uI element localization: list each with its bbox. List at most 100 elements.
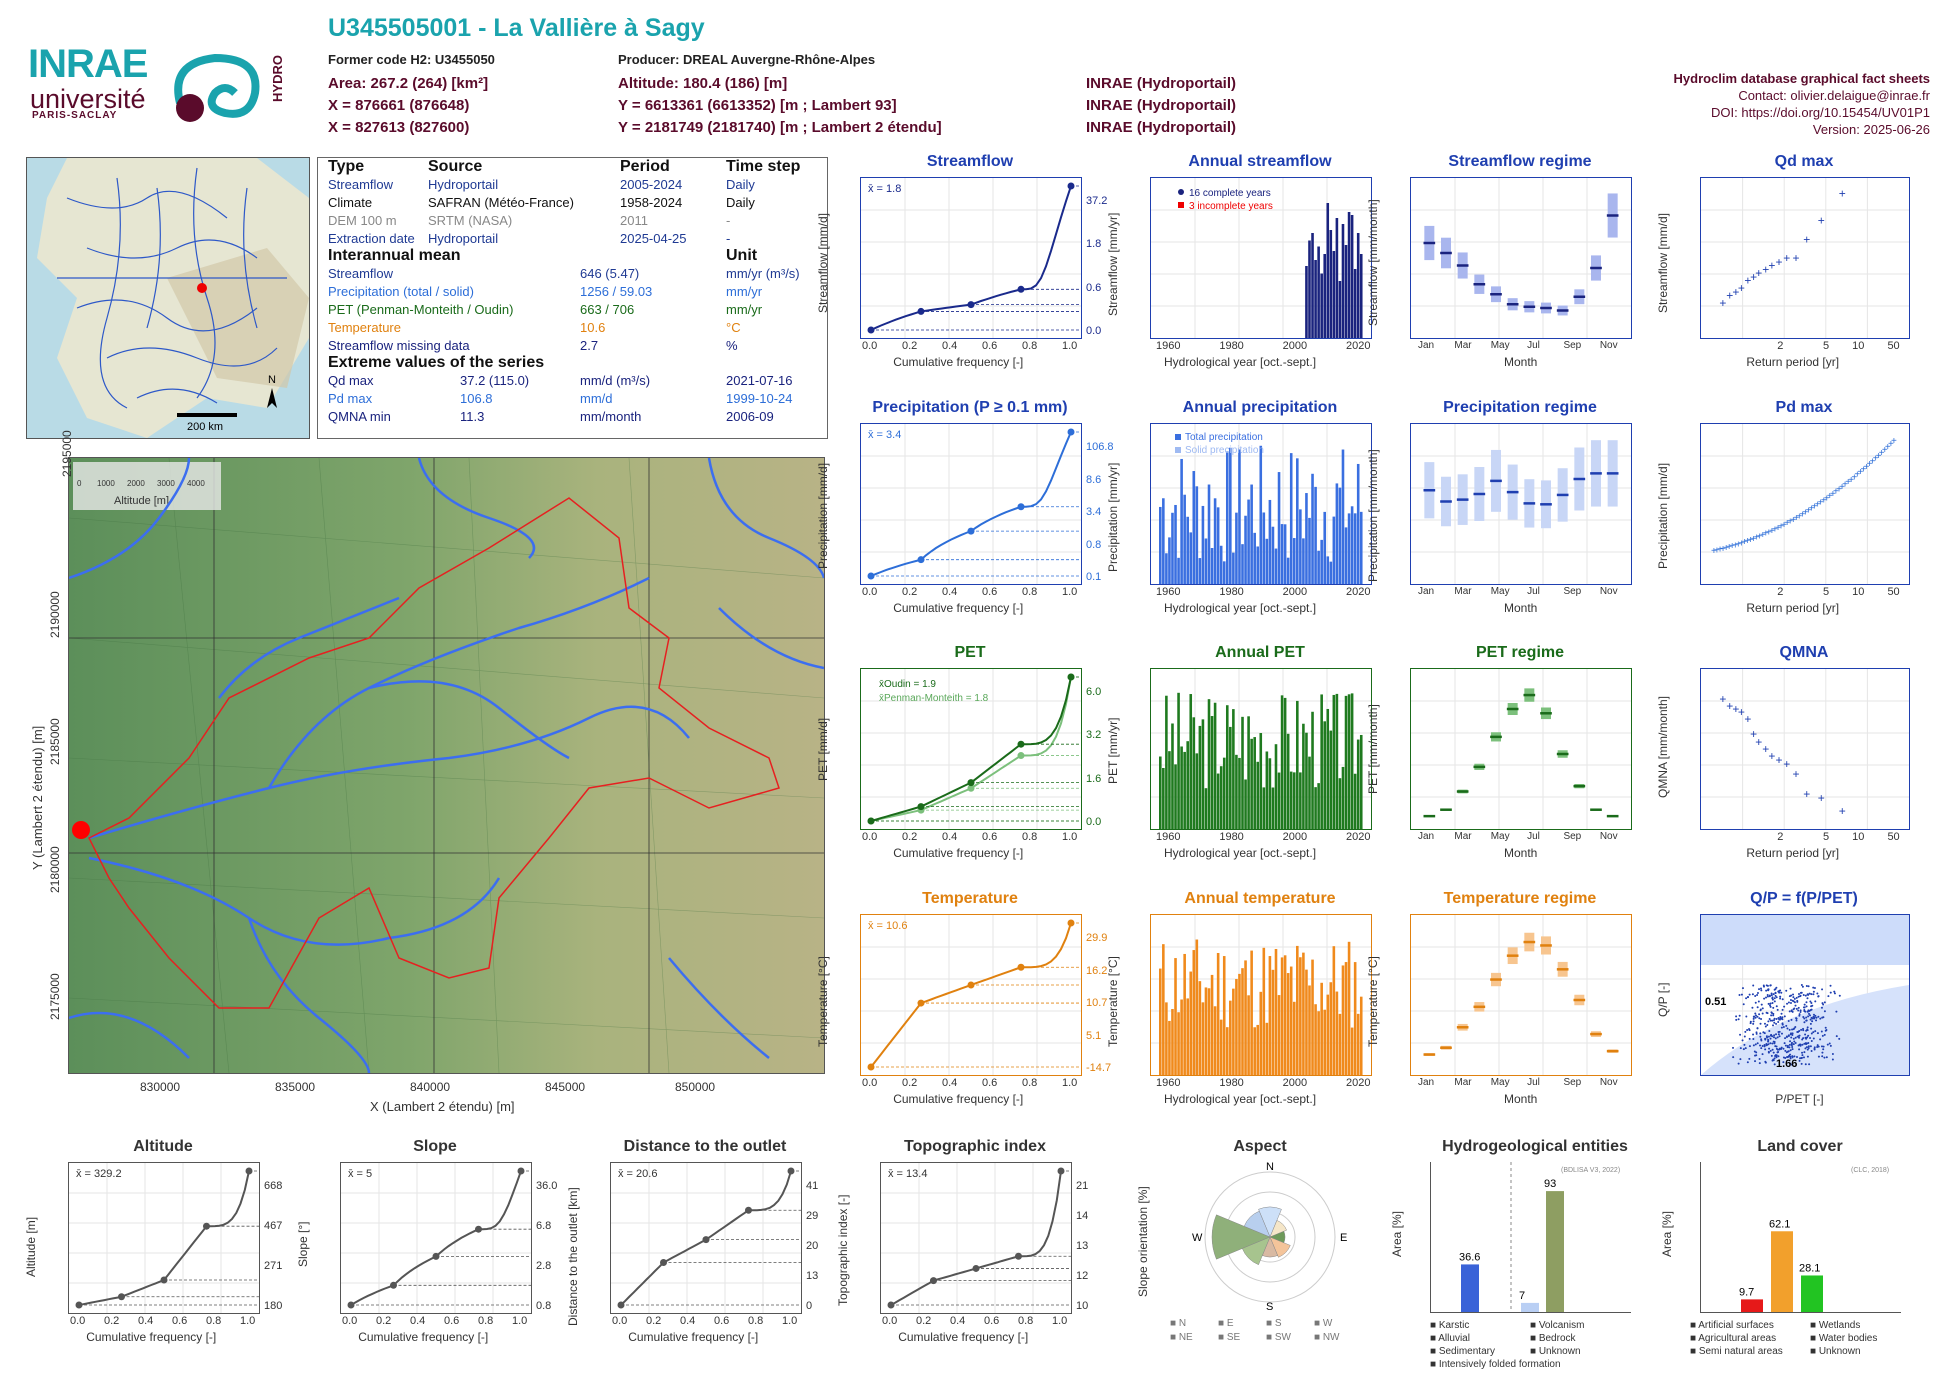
annual-temperature-bar	[1165, 1002, 1168, 1075]
slope-freq-tick: 1.0	[512, 1315, 528, 1327]
qp-v1: 0.51	[1705, 996, 1726, 1008]
qp-point	[1825, 1028, 1828, 1031]
qp-point	[1775, 1005, 1778, 1008]
qp-point	[1791, 1056, 1794, 1059]
annual-streamflow-bar	[1338, 281, 1342, 338]
qd-max-point: +	[1783, 251, 1790, 265]
qp-point	[1749, 1020, 1752, 1023]
distance-point	[745, 1206, 752, 1214]
annual-temperature-bar	[1213, 1006, 1217, 1075]
pd-max-point: +	[1723, 543, 1729, 554]
contact[interactable]: Contact: olivier.delaigue@inrae.fr	[1738, 88, 1930, 103]
qd-max-xlabel: Return period [yr]	[1746, 355, 1840, 369]
annual-pet-bar	[1323, 721, 1327, 829]
landcover-source: (CLC, 2018)	[1851, 1167, 1889, 1174]
qp-point	[1743, 1043, 1746, 1046]
db-title: Hydroclim database graphical fact sheets	[1673, 71, 1930, 86]
qp-point	[1740, 993, 1743, 996]
mean-label: Streamflow missing data	[328, 338, 470, 353]
qp-point	[1789, 1055, 1792, 1058]
qp-point	[1810, 1027, 1813, 1030]
temperature-regime-month-tick: Jul	[1527, 1077, 1540, 1088]
annual-precipitation-bar	[1292, 538, 1296, 584]
altitude-freq-tick: 1.0	[240, 1315, 256, 1327]
annual-pet-bar	[1308, 756, 1311, 829]
annual-pet-bar	[1250, 738, 1253, 829]
annual-pet-bar	[1329, 730, 1333, 829]
slope-ylabel: Slope [°]	[296, 1221, 310, 1267]
slope-freq-tick: 0.4	[410, 1315, 426, 1327]
qp-point	[1789, 999, 1792, 1002]
version: Version: 2025-06-26	[1812, 122, 1930, 137]
qp-point	[1771, 1042, 1774, 1045]
qp-point	[1808, 1063, 1811, 1066]
annual-temperature-bar	[1326, 994, 1330, 1075]
pd-max-point: +	[1778, 521, 1784, 532]
qp-point	[1761, 1045, 1764, 1048]
annual-streamflow-year-tick: 2020	[1346, 340, 1371, 352]
qp-point	[1770, 1012, 1773, 1015]
pd-max-rp-tick: 10	[1852, 586, 1865, 598]
qp-point	[1772, 1006, 1775, 1009]
qp-point	[1801, 1054, 1804, 1057]
pd-max-point: +	[1799, 509, 1805, 520]
annual-precipitation-bar	[1186, 516, 1189, 584]
qp-point	[1792, 993, 1795, 996]
annual-temperature-bar	[1177, 1012, 1180, 1075]
row-source: Hydroportail	[428, 177, 499, 192]
slope-point	[517, 1167, 525, 1175]
qp-point	[1812, 993, 1815, 996]
qd-max-point: +	[1738, 281, 1745, 295]
qmna-point: +	[1762, 742, 1769, 756]
annual-precipitation-bar	[1268, 499, 1272, 584]
qp-point	[1814, 1030, 1817, 1033]
qp-point	[1759, 1032, 1762, 1035]
qd-max-point: +	[1775, 255, 1782, 269]
qp-point	[1808, 992, 1811, 995]
qp-point	[1754, 1043, 1757, 1046]
qp-point	[1803, 1017, 1806, 1020]
map-ytick: 2185000	[48, 718, 62, 765]
extreme-title: Extreme values of the series	[328, 354, 545, 371]
qmna-point: +	[1818, 791, 1825, 805]
qp-point	[1801, 985, 1804, 988]
temperature-title: Temperature	[922, 890, 1018, 907]
annual-streamflow-title: Annual streamflow	[1188, 153, 1332, 170]
doi-link[interactable]: DOI: https://doi.org/10.15454/UV01P1	[1711, 105, 1930, 120]
qp-point	[1773, 1057, 1776, 1060]
qp-point	[1791, 1046, 1794, 1049]
pd-max-point: +	[1860, 464, 1866, 475]
pd-max-point: +	[1806, 506, 1812, 517]
annual-pet-bar	[1296, 700, 1299, 829]
qp-point	[1801, 1043, 1804, 1046]
pd-max-point: +	[1781, 520, 1787, 531]
qp-point	[1773, 997, 1776, 1000]
qp-zone	[1701, 985, 1909, 1075]
qp-point	[1754, 1012, 1757, 1015]
qp-point	[1762, 1031, 1765, 1034]
qp-point	[1759, 1008, 1762, 1011]
qp-point	[1743, 1035, 1746, 1038]
slope-point	[432, 1252, 440, 1260]
legend-dot	[1175, 434, 1181, 440]
qp-point	[1770, 1033, 1773, 1036]
row-period: 2011	[620, 213, 648, 228]
qp-point	[1807, 1047, 1810, 1050]
precipitation-point	[1067, 428, 1075, 436]
pet-regime-month-tick: May	[1490, 831, 1510, 842]
annual-precipitation-bar	[1238, 449, 1241, 584]
qp-point	[1758, 1013, 1761, 1016]
pet-right-tick: 6.0	[1086, 686, 1102, 698]
mean-value: 2.7	[580, 338, 599, 353]
qmna-point: +	[1732, 702, 1739, 716]
distance-freq-tick: 0.6	[714, 1315, 730, 1327]
qp-point	[1769, 984, 1772, 987]
row-type: DEM 100 m	[328, 213, 397, 228]
precipitation-regime-month-tick: Jan	[1418, 586, 1435, 597]
qp-point	[1752, 1033, 1755, 1036]
annual-temperature-plot	[1150, 914, 1372, 1076]
annual-temperature-bar	[1219, 1019, 1223, 1075]
topo-freq-tick: 0.6	[984, 1315, 1000, 1327]
qp-point	[1752, 984, 1755, 987]
qp-point	[1775, 1033, 1778, 1036]
